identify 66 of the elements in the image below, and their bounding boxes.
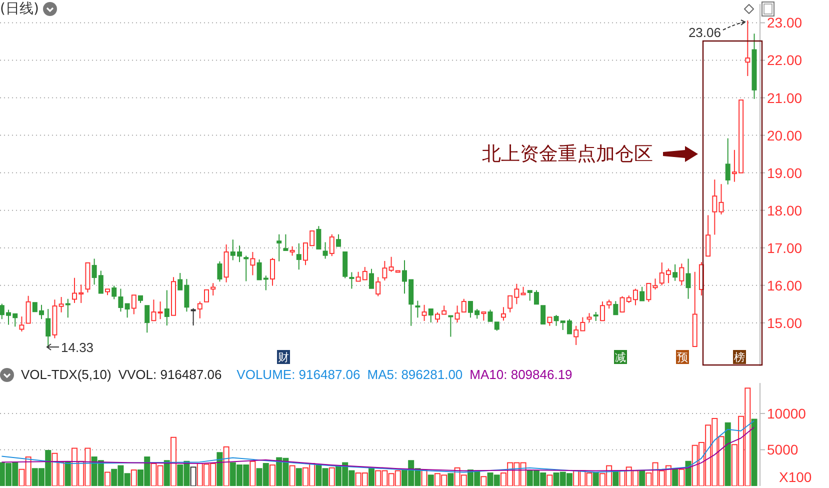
candlestick <box>752 33 757 100</box>
candlestick <box>672 264 678 282</box>
candlestick <box>692 271 698 347</box>
candlestick <box>415 300 420 318</box>
annotation: 23.06 <box>688 25 721 40</box>
y-tick-label: 5000 <box>767 442 798 458</box>
candlestick <box>124 303 130 318</box>
candlestick <box>296 242 302 270</box>
line-series <box>1 420 755 473</box>
annotation: 预 <box>677 351 688 364</box>
y-tick-label: 23.00 <box>767 14 802 31</box>
candlestick <box>706 214 711 257</box>
y-tick-label: 21.00 <box>767 90 802 106</box>
y-tick-label: 17.00 <box>767 240 802 256</box>
candlestick <box>26 295 31 324</box>
y-axis-title: X100 <box>779 469 812 485</box>
candlestick <box>428 308 434 323</box>
bar <box>724 422 731 486</box>
candlestick <box>131 294 136 315</box>
annotation: 减 <box>615 351 626 364</box>
line-series <box>1 426 755 472</box>
text: MA10: 809846.19 <box>470 367 572 382</box>
bar <box>428 474 434 486</box>
y-tick-label: 20.00 <box>767 127 802 144</box>
candlestick <box>224 244 229 283</box>
y-tick-label: 15.00 <box>767 314 802 331</box>
bar <box>164 460 170 486</box>
bar <box>592 472 599 486</box>
candlestick <box>481 311 486 322</box>
candlestick <box>745 20 750 77</box>
chart-title: VOL-TDX(5,10) <box>21 367 112 382</box>
bar <box>639 470 646 486</box>
candlestick <box>164 290 170 326</box>
candlestick <box>58 296 64 313</box>
bar <box>448 473 454 486</box>
bar <box>216 452 223 486</box>
candlestick <box>144 305 150 334</box>
bar <box>368 468 374 486</box>
annotation: 榜 <box>734 351 745 364</box>
chart-title: (日线) <box>0 0 39 18</box>
bar <box>751 418 758 486</box>
y-tick-label: 18.00 <box>767 202 802 218</box>
y-tick-label: 10000 <box>767 405 806 422</box>
annotation: 财 <box>278 351 289 364</box>
bar <box>64 462 71 486</box>
candlestick <box>46 308 51 348</box>
candlestick <box>204 289 209 302</box>
bar <box>296 468 302 486</box>
text: MA5: 896281.00 <box>367 367 463 382</box>
bar <box>612 470 619 486</box>
y-tick-label: 16.00 <box>767 277 802 294</box>
candlestick <box>712 179 718 236</box>
candlestick <box>448 315 454 338</box>
candlestick <box>349 272 354 290</box>
candlestick <box>283 234 288 251</box>
text: VVOL: 916487.06 <box>118 367 222 382</box>
bar <box>672 468 678 486</box>
y-tick-label: 22.00 <box>767 52 802 68</box>
candlestick <box>686 258 691 300</box>
candlestick <box>151 299 156 322</box>
bar <box>685 460 692 486</box>
annotation: 北上资金重点加仓区 <box>482 143 653 165</box>
text: VOLUME: 916487.06 <box>236 367 360 382</box>
candlestick <box>540 305 546 324</box>
y-tick-label: 19.00 <box>767 164 802 181</box>
annotation: 14.33 <box>61 340 94 355</box>
